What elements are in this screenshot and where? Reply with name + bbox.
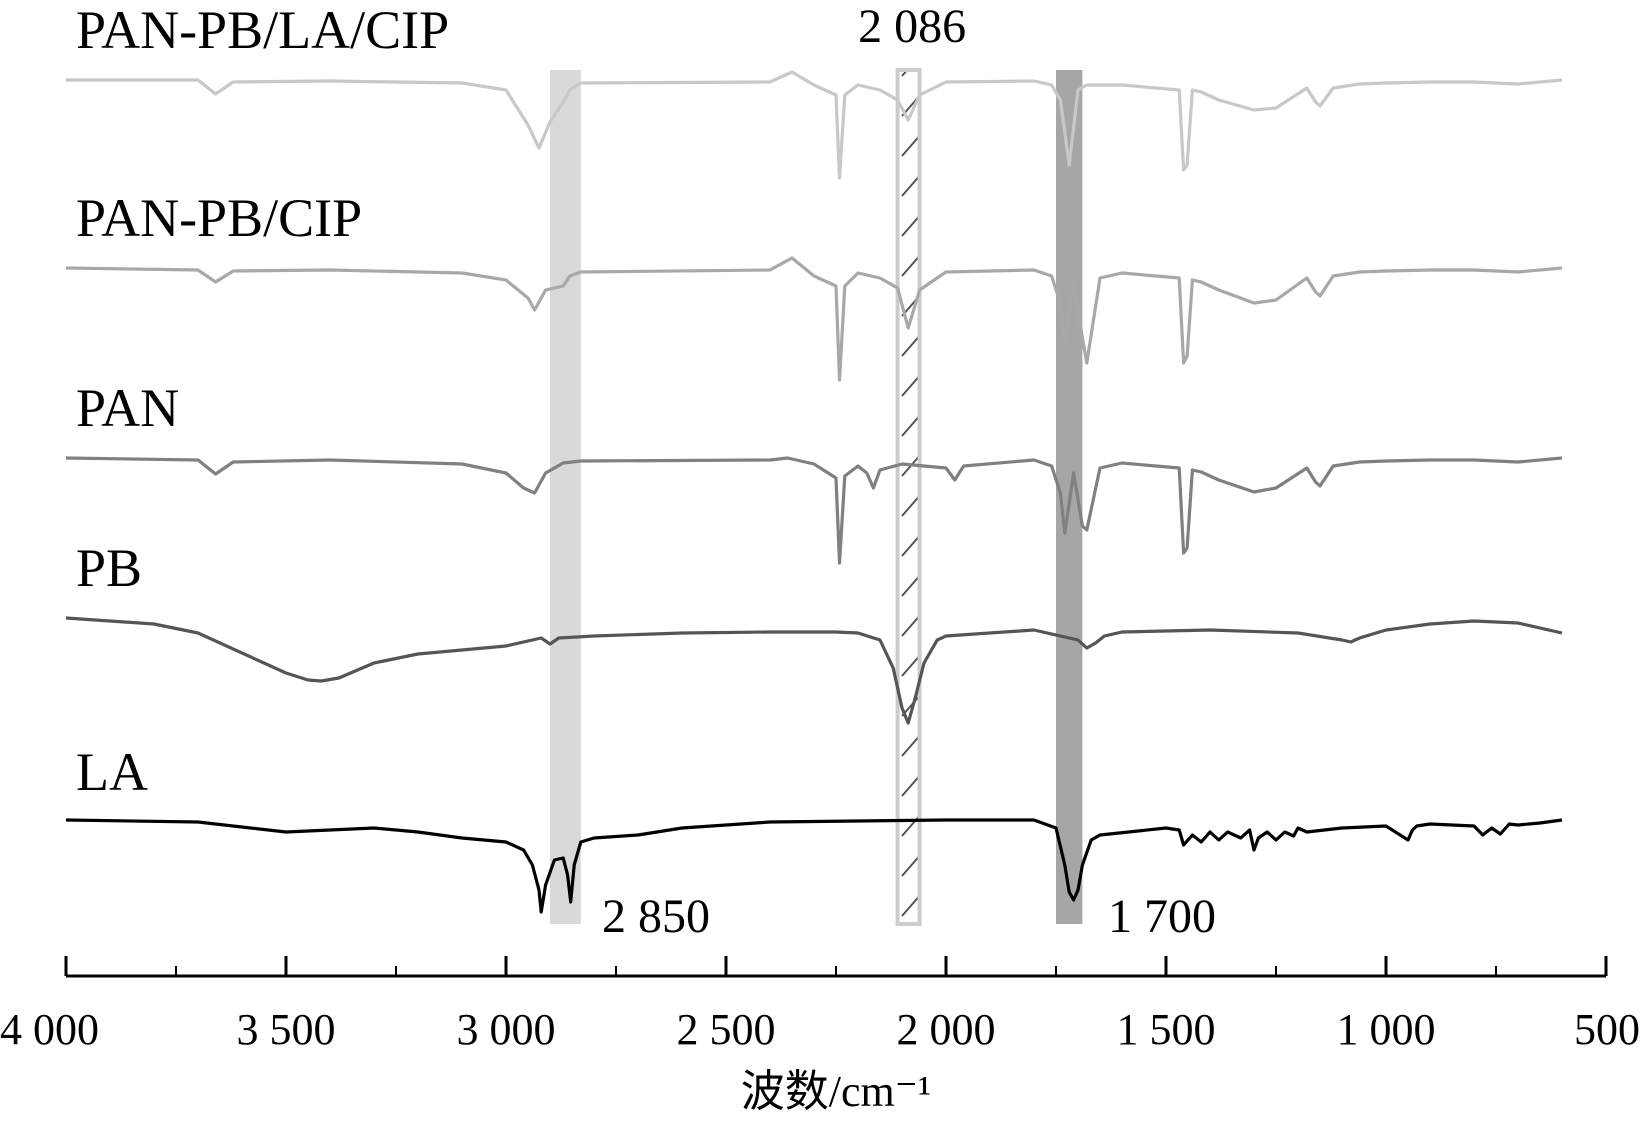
series-label-pan-pb-la-cip: PAN-PB/LA/CIP: [76, 0, 449, 60]
spectra: PAN-PB/LA/CIP PAN-PB/CIP PAN PB LA: [65, 0, 1563, 914]
series-label-pan-pb-cip: PAN-PB/CIP: [76, 188, 362, 248]
series-line-pan: [65, 456, 1563, 565]
annotation-2-086: 2 086: [858, 0, 966, 53]
series-line-pan-pb-la-cip: [66, 70, 1563, 180]
annotations: 2 850 2 086 1 700: [602, 0, 1216, 943]
x-tick-label: 4 000: [0, 1005, 99, 1054]
annotation-2-850: 2 850: [602, 890, 710, 943]
x-tick-label: 1 500: [1117, 1005, 1216, 1054]
series-label-pb: PB: [76, 538, 142, 598]
x-axis-title: 波数/cm⁻¹: [741, 1067, 931, 1116]
series-line-pb: [65, 616, 1563, 725]
series-line-pan-pb-cip: [65, 256, 1563, 382]
series-label-pan: PAN: [76, 378, 179, 438]
x-axis: 4 000 3 500 3 000 2 500 2 000 1 500 1 000 500: [0, 956, 1640, 1054]
x-tick-label: 2 000: [897, 1005, 996, 1054]
highlight-bands: [550, 68, 1083, 926]
x-tick-label: 500: [1574, 1005, 1640, 1054]
x-tick-label: 2 500: [677, 1005, 776, 1054]
annotation-1-700: 1 700: [1108, 890, 1216, 943]
series-label-la: LA: [76, 742, 148, 802]
x-tick-label: 3 000: [457, 1005, 556, 1054]
x-tick-label: 1 000: [1337, 1005, 1436, 1054]
x-tick-label: 3 500: [237, 1005, 336, 1054]
highlight-band-0: [550, 70, 581, 924]
highlight-band-1: [895, 68, 922, 926]
series-line-la: [65, 818, 1563, 914]
